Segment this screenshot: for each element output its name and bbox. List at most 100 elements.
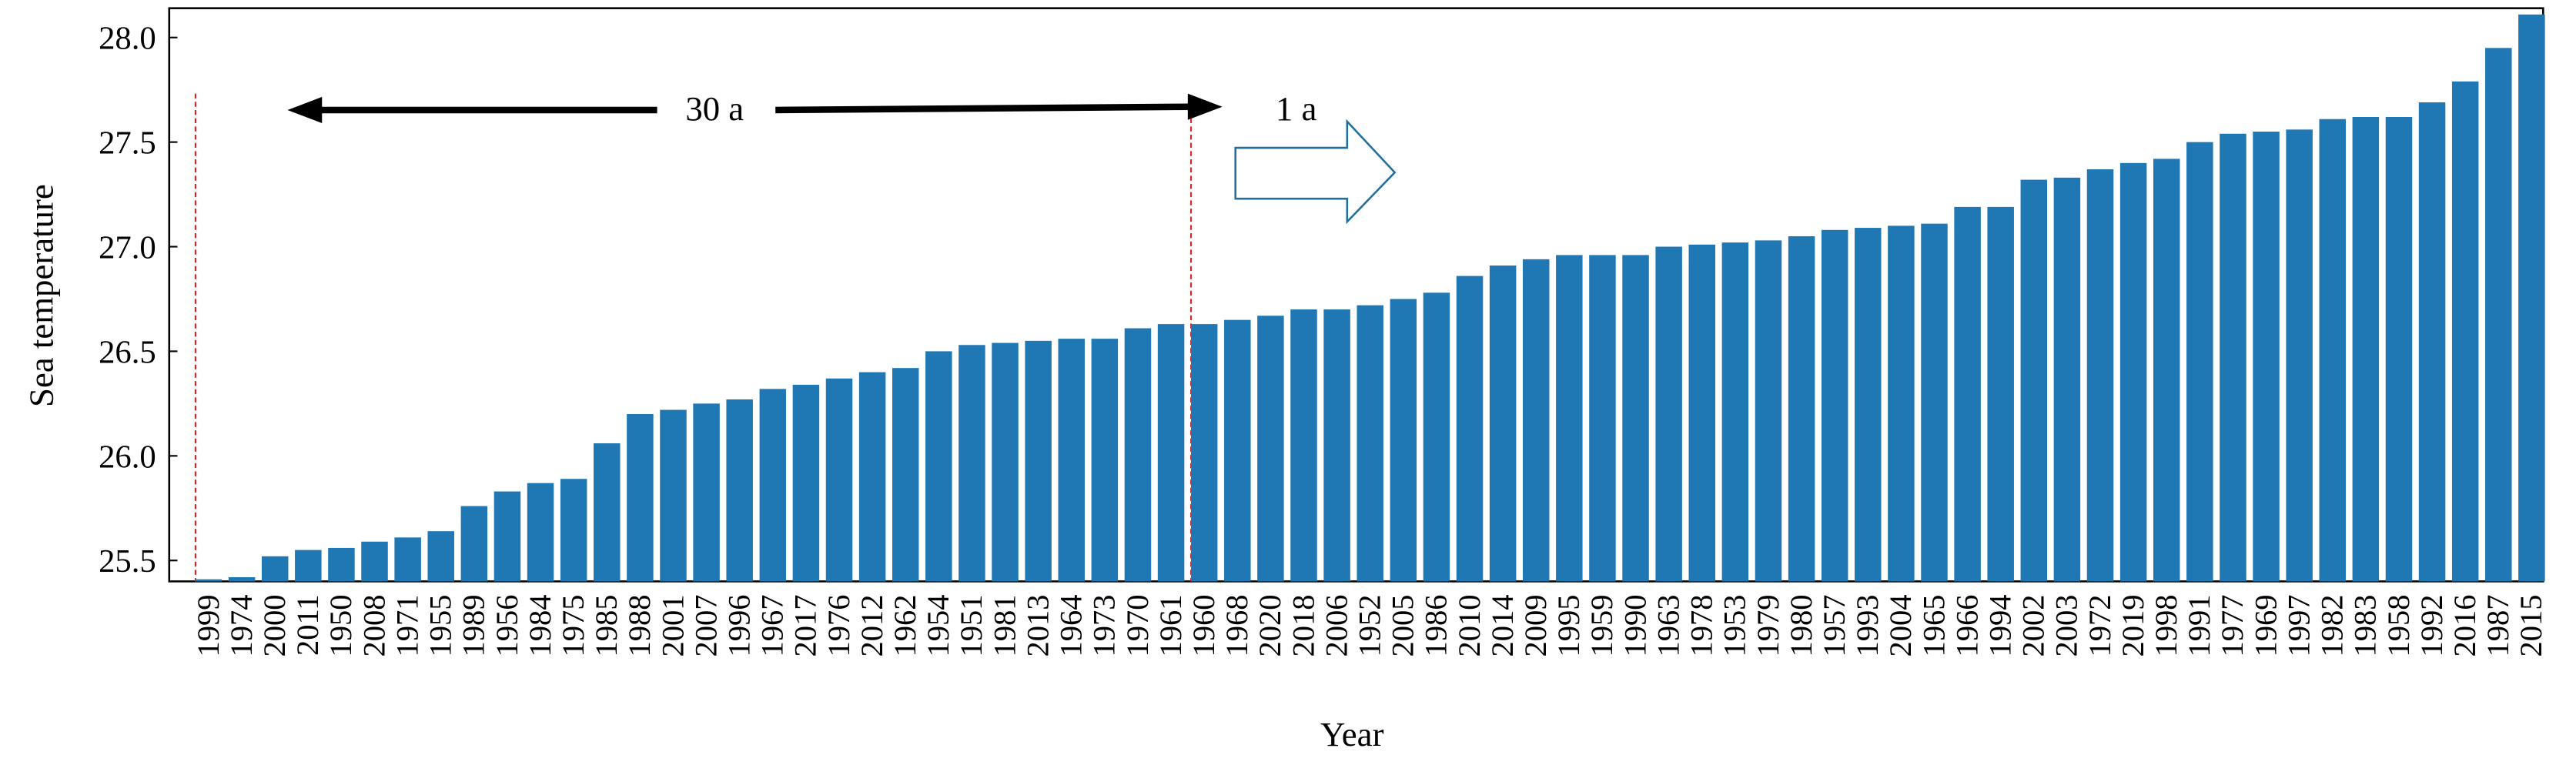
x-tick-label: 1987	[2481, 594, 2515, 656]
bar	[394, 537, 421, 582]
bar	[1755, 240, 1782, 582]
bar	[759, 389, 787, 582]
x-tick-label: 1975	[556, 594, 590, 656]
x-tick-label: 1985	[589, 594, 624, 656]
bar	[1888, 225, 1915, 582]
bar	[195, 579, 222, 582]
x-tick-label: 1962	[888, 594, 922, 656]
x-tick-label: 2016	[2447, 594, 2482, 656]
x-tick-label: 1959	[1584, 594, 1619, 656]
x-tick-label: 1994	[1983, 594, 2018, 656]
x-tick-label: 1960	[1186, 594, 1221, 656]
y-tick-label: 26.5	[99, 334, 156, 370]
x-tick-label: 1958	[2381, 594, 2416, 656]
bar	[2086, 169, 2114, 582]
x-tick-label: 2014	[1485, 594, 1520, 656]
bar	[1025, 340, 1052, 582]
bar	[295, 550, 322, 582]
x-tick-label: 1983	[2348, 594, 2383, 656]
x-tick-label: 1954	[921, 594, 955, 656]
bar	[1855, 228, 1882, 582]
x-tick-label: 1988	[622, 594, 657, 656]
bar	[560, 479, 587, 582]
annotation: 1 a	[1276, 89, 1317, 128]
bar	[1456, 276, 1484, 582]
bar	[2385, 117, 2413, 582]
bar	[2451, 81, 2479, 582]
x-tick-label: 2020	[1253, 594, 1287, 656]
bar	[1157, 324, 1185, 582]
x-tick-label: 1996	[721, 594, 756, 656]
bar	[825, 378, 853, 582]
x-tick-label: 2010	[1452, 594, 1487, 656]
x-tick-label: 1972	[2083, 594, 2117, 656]
x-tick-label: 2003	[2049, 594, 2084, 656]
bar	[1390, 299, 1417, 582]
x-tick-label: 1982	[2315, 594, 2350, 656]
y-axis-label: Sea temperature	[22, 184, 60, 407]
bar	[1589, 255, 1616, 582]
bar	[228, 576, 256, 582]
x-tick-label: 1984	[523, 594, 557, 656]
x-tick-label: 2011	[290, 594, 325, 656]
bar	[594, 443, 621, 582]
x-tick-label: 2006	[1319, 594, 1353, 656]
bar	[527, 483, 554, 582]
x-tick-label: 1964	[1054, 594, 1089, 656]
bar	[660, 409, 687, 582]
x-tick-label: 2008	[356, 594, 391, 656]
bar	[892, 368, 919, 582]
x-tick-label: 2000	[257, 594, 292, 656]
bar	[858, 372, 886, 582]
bar	[2418, 102, 2446, 582]
x-tick-label: 1956	[490, 594, 524, 656]
bar	[1987, 206, 2014, 582]
bar	[2220, 133, 2246, 582]
x-axis-label: Year	[1320, 715, 1384, 753]
bar	[361, 541, 388, 582]
x-tick-label: 1979	[1751, 594, 1785, 656]
x-tick-label: 1968	[1219, 594, 1254, 656]
bar	[2186, 142, 2213, 582]
bar	[2286, 129, 2313, 582]
x-tick-label: 1974	[224, 594, 259, 656]
x-tick-label: 1993	[1850, 594, 1885, 656]
x-tick-label: 1961	[1153, 594, 1188, 656]
x-tick-label: 2002	[2016, 594, 2051, 656]
x-tick-label: 1976	[821, 594, 856, 656]
x-tick-label: 2018	[1286, 594, 1320, 656]
bar	[1124, 328, 1152, 582]
bar	[693, 403, 720, 582]
x-tick-label: 2019	[2116, 594, 2150, 656]
bar	[2518, 14, 2545, 582]
bar	[427, 531, 454, 582]
x-tick-label: 1978	[1684, 594, 1719, 656]
x-tick-label: 1967	[755, 594, 790, 656]
bar	[1489, 265, 1517, 582]
bar	[792, 384, 820, 582]
x-tick-label: 2013	[1020, 594, 1055, 656]
bar	[1190, 324, 1218, 582]
bar	[1721, 242, 1749, 582]
bar	[493, 491, 521, 582]
bar	[1058, 339, 1085, 582]
x-tick-label: 1957	[1817, 594, 1852, 656]
bar	[726, 399, 753, 582]
bar	[2319, 119, 2346, 582]
bar	[1091, 339, 1119, 582]
x-tick-label: 1986	[1419, 594, 1454, 656]
bar	[261, 556, 289, 582]
bar	[2352, 117, 2380, 582]
x-tick-label: 1991	[2182, 594, 2216, 656]
x-tick-label: 2015	[2514, 594, 2548, 656]
y-tick-label: 28.0	[99, 21, 156, 57]
arrow-shaft	[775, 103, 1192, 114]
x-tick-label: 1977	[2215, 594, 2250, 656]
x-tick-label: 1997	[2281, 594, 2316, 656]
x-tick-label: 2007	[688, 594, 723, 656]
y-tick-label: 25.5	[99, 543, 156, 580]
x-tick-label: 1955	[423, 594, 458, 656]
x-tick-label: 1950	[323, 594, 358, 656]
bar	[627, 413, 654, 582]
